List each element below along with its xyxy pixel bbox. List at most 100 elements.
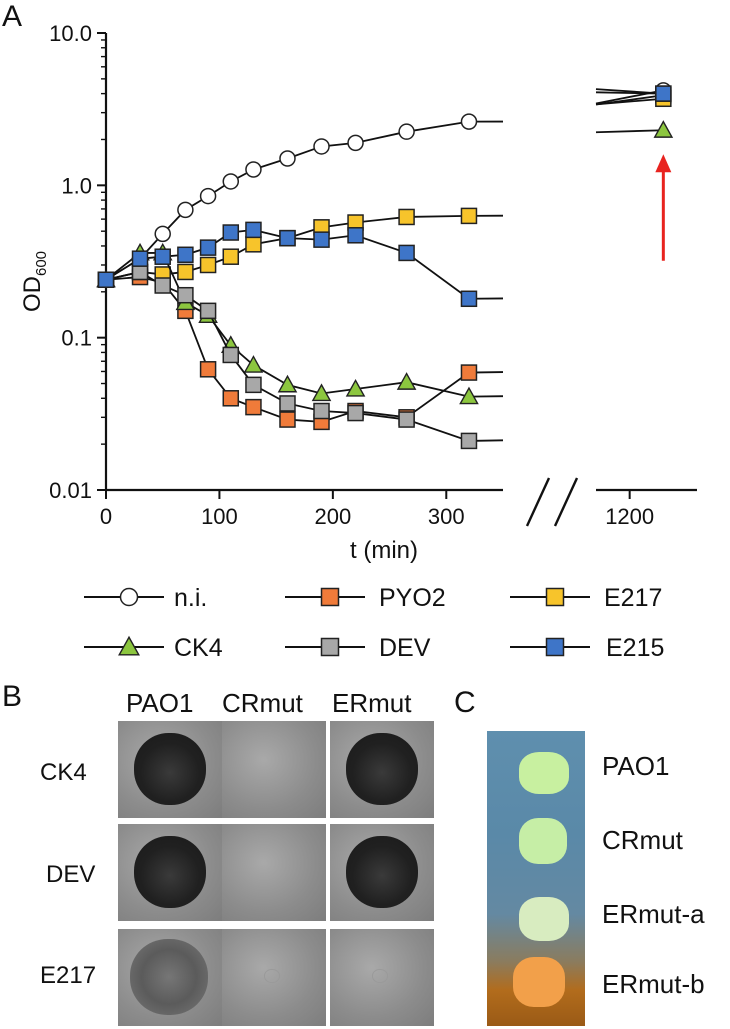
plate-e217-crmut [222, 929, 326, 1026]
legend-label-ni: n.i. [174, 584, 207, 612]
legend-marker-e217 [545, 587, 565, 607]
label-ermut-a: ERmut-a [602, 899, 705, 929]
data-point-dev [347, 404, 364, 422]
panel-letter-b: B [2, 680, 23, 713]
data-point-e215 [154, 248, 171, 265]
data-point-dev [245, 376, 262, 394]
x-tick-label: 200 [314, 504, 351, 529]
plate-ck4-pao1 [118, 721, 222, 818]
x-tick-label: 1200 [605, 504, 654, 529]
column-header-ermut: ERmut [332, 688, 412, 718]
legend-marker-ck4 [118, 635, 140, 656]
x-tick-label: 100 [201, 504, 238, 529]
legend-marker-dev [320, 637, 340, 657]
axis-break-slash [525, 477, 551, 527]
data-point-e215 [279, 229, 296, 247]
data-point-dev [154, 277, 171, 294]
phage-plaque [264, 969, 280, 983]
data-point-e217 [222, 248, 240, 265]
panel-letter-a: A [2, 0, 23, 33]
plate-dev-pao1 [118, 824, 222, 921]
y-tick-label: 10.0 [49, 21, 92, 46]
data-point-pyo2 [222, 390, 240, 407]
series-line-break-e217 [595, 97, 664, 106]
legend-marker-ni [119, 587, 139, 607]
data-point-pyo2 [199, 361, 217, 378]
series-line-break-e215 [595, 88, 664, 95]
axis-break-slash [553, 477, 579, 527]
legend-label-dev: DEV [379, 634, 431, 662]
data-point-ni [245, 161, 262, 178]
column-header-crmut: CRmut [222, 688, 303, 718]
data-point-e215 [398, 244, 415, 262]
data-point-dev [460, 432, 478, 450]
data-point-ni [347, 134, 364, 152]
od600-growth-chart: 10.0 1.0 0.1 0.01 0 100 200 300 1200 t (min) OD600… [19, 21, 697, 662]
data-point-e217 [398, 208, 415, 226]
phage-plaque [134, 733, 206, 805]
data-point-e215 [199, 239, 217, 256]
data-point-ni [199, 187, 217, 205]
data-point-dev [177, 286, 194, 304]
data-point-ck4 [459, 386, 479, 405]
data-point-ck4 [243, 355, 264, 373]
plate-ck4-crmut [222, 721, 326, 818]
streak-plate [487, 731, 585, 1026]
label-crmut: CRmut [602, 825, 683, 855]
colony-pao1 [519, 752, 569, 794]
data-point-ck4 [653, 120, 674, 138]
legend-label-ck4: CK4 [174, 634, 223, 662]
data-point-pyo2 [460, 364, 478, 381]
legend-marker-e215 [545, 637, 565, 657]
x-tick-label: 0 [100, 504, 112, 529]
data-point-e215 [222, 224, 240, 241]
legend-label-e217: E217 [604, 584, 662, 612]
data-point-ck4 [311, 383, 332, 402]
legend-marker-pyo2 [320, 587, 340, 607]
panel-letter-c: C [454, 686, 476, 719]
plate-dev-ermut [330, 824, 434, 921]
y-tick-label: 0.01 [49, 478, 92, 503]
data-point-e215 [347, 227, 364, 244]
colony-ermut-b [513, 957, 565, 1007]
data-point-ck4 [345, 378, 366, 397]
data-point-e215 [245, 221, 262, 239]
data-point-ni [279, 150, 296, 167]
data-point-ni [154, 225, 171, 243]
bacterial-lawn [222, 824, 326, 921]
data-point-ck4 [277, 374, 298, 393]
plate-e217-ermut [330, 929, 434, 1026]
data-point-dev [313, 402, 330, 420]
plate-dev-crmut [222, 824, 326, 921]
row-label-ck4: CK4 [40, 759, 87, 786]
data-point-dev [398, 411, 415, 428]
data-point-dev [199, 302, 217, 320]
data-point-e217 [245, 236, 262, 253]
x-tick-label: 300 [428, 504, 465, 529]
y-tick-label: 0.1 [61, 326, 92, 351]
data-point-e217 [177, 263, 194, 281]
data-point-pyo2 [279, 411, 296, 428]
plate-e217-pao1 [118, 929, 222, 1026]
phage-plaque [130, 939, 208, 1015]
data-point-e215 [460, 290, 478, 308]
data-point-ni [460, 113, 478, 130]
red-arrow-head [655, 154, 672, 173]
label-pao1: PAO1 [602, 751, 670, 781]
x-axis-title: t (min) [350, 537, 418, 564]
row-label-dev: DEV [46, 861, 96, 888]
series-line-dev [105, 270, 504, 442]
data-point-ck4 [396, 372, 417, 390]
label-ermut-b: ERmut-b [602, 969, 705, 999]
colony-crmut [519, 818, 567, 864]
phage-plaque [346, 733, 418, 805]
data-point-pyo2 [245, 398, 262, 416]
data-point-ni [313, 138, 330, 155]
legend-label-e215: E215 [606, 634, 664, 662]
column-header-pao1: PAO1 [126, 688, 194, 718]
series-line-break-ck4 [595, 129, 664, 134]
data-point-e215 [313, 231, 330, 248]
data-point-e215 [177, 246, 194, 264]
data-point-e215 [97, 271, 115, 288]
